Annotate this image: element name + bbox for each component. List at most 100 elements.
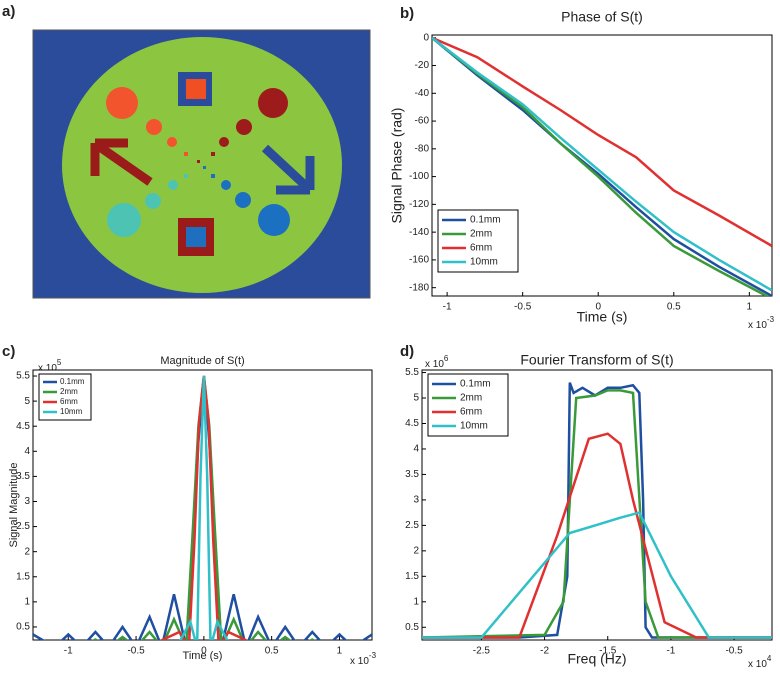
panel-label: b)	[400, 5, 414, 22]
y-tick-label: 4	[24, 446, 30, 457]
y-tick-label: -120	[409, 199, 429, 210]
y-tick-label: 4	[413, 444, 419, 455]
x-tick-label: -2	[540, 646, 549, 657]
data-line	[432, 36, 770, 296]
y-tick-label: -60	[415, 116, 430, 127]
y-axis-label: Signal Magnitude	[8, 462, 20, 547]
x-axis-label: Time (s)	[577, 309, 628, 325]
axis-exponent: x 104	[748, 654, 772, 670]
chart: d) Fourier Transform of S(t) Freq (Hz) x 10…	[400, 343, 773, 670]
exponent-base: x 10	[350, 656, 369, 667]
exponent-power: 5	[57, 358, 62, 367]
y-tick-label: 5.5	[405, 367, 419, 378]
y-tick-label: 5	[413, 393, 419, 404]
x-tick-label: -2.5	[473, 646, 491, 657]
y-tick-label: 2.5	[16, 521, 30, 532]
data-line	[179, 375, 229, 640]
y-tick-label: 1	[413, 596, 419, 607]
x-tick-label: -1	[666, 646, 675, 657]
legend: 0.1mm 2mm 6mm 10mm	[437, 209, 519, 273]
y-tick-label: -40	[415, 88, 430, 99]
x-tick-label: 0.5	[265, 646, 279, 657]
y-tick-label: 3	[413, 495, 419, 506]
legend-label: 0.1mm	[460, 379, 491, 390]
y-tick-label: 5	[24, 396, 30, 407]
legend-label: 6mm	[60, 397, 78, 406]
legend-label: 10mm	[470, 257, 498, 268]
chart-title: Fourier Transform of S(t)	[520, 352, 673, 368]
axis-exponent: x 10-3	[748, 315, 775, 331]
y-tick-label: 2	[24, 546, 30, 557]
y-tick-label: 4.5	[16, 421, 30, 432]
data-line	[422, 389, 772, 639]
y-tick-label: 4.5	[405, 418, 419, 429]
x-tick-label: -0.5	[127, 646, 145, 657]
legend-label: 2mm	[460, 393, 482, 404]
y-tick-label: 1	[24, 596, 30, 607]
y-tick-label: -20	[415, 60, 430, 71]
axis-exponent: x 106	[425, 354, 449, 370]
y-tick-label: -100	[409, 171, 429, 182]
exponent-base: x 10	[425, 359, 444, 370]
x-axis-label: Freq (Hz)	[567, 651, 626, 667]
axis-exponent: x 105	[38, 358, 62, 374]
x-tick-label: -0.5	[514, 302, 532, 313]
x-tick-label: -0.5	[725, 646, 743, 657]
legend-label: 2mm	[470, 229, 492, 240]
exponent-base: x 10	[38, 363, 57, 374]
exponent-power: 4	[767, 654, 772, 663]
y-tick-label: -140	[409, 227, 429, 238]
chart: b) Phase of S(t) Time (s) Signal Phase (rad…	[389, 5, 775, 331]
x-tick-label: 1	[747, 302, 753, 313]
chart: c) Magnitude of S(t) Time (s) Signal Magnit…	[2, 343, 377, 667]
legend-label: 2mm	[60, 387, 78, 396]
plot-lines	[432, 36, 772, 296]
plot-lines	[33, 375, 372, 640]
y-tick-label: 3	[24, 496, 30, 507]
y-tick-label: 0.5	[16, 622, 30, 633]
x-tick-label: 0	[201, 646, 207, 657]
y-tick-label: 2	[413, 545, 419, 556]
y-tick-label: 1.5	[16, 571, 30, 582]
x-tick-label: -1	[443, 302, 452, 313]
y-tick-label: 3.5	[405, 469, 419, 480]
exponent-power: 6	[444, 354, 449, 363]
x-tick-label: 1	[337, 646, 343, 657]
legend-label: 0.1mm	[470, 215, 501, 226]
y-tick-label: 0.5	[405, 622, 419, 633]
axis-exponent: x 10-3	[350, 651, 377, 667]
data-line	[422, 511, 772, 639]
exponent-power: -3	[767, 315, 775, 324]
x-axis-label: Time (s)	[183, 650, 223, 662]
y-tick-label: -80	[415, 143, 430, 154]
y-tick-label: 5.5	[16, 371, 30, 382]
y-axis-label: Signal Phase (rad)	[389, 108, 405, 224]
legend-label: 6mm	[470, 243, 492, 254]
legend: 0.1mm 2mm 6mm 10mm	[427, 373, 509, 437]
panel-label: d)	[400, 343, 414, 360]
y-tick-label: 0	[423, 32, 429, 43]
plot-lines	[422, 382, 772, 639]
exponent-power: -3	[369, 651, 377, 660]
y-tick-label: 2.5	[405, 520, 419, 531]
panel-label: a)	[2, 3, 15, 20]
chart-title: Phase of S(t)	[561, 9, 643, 25]
legend-label: 0.1mm	[60, 377, 85, 386]
legend-label: 10mm	[460, 421, 488, 432]
y-tick-label: -160	[409, 255, 429, 266]
legend-label: 6mm	[460, 407, 482, 418]
exponent-base: x 10	[748, 659, 767, 670]
data-line	[432, 36, 772, 292]
y-tick-label: 3.5	[16, 471, 30, 482]
data-line	[432, 36, 772, 248]
legend-label: 10mm	[60, 407, 83, 416]
data-line	[422, 432, 772, 639]
y-tick-label: -180	[409, 282, 429, 293]
x-tick-label: 0.5	[667, 302, 681, 313]
panel-label: c)	[2, 343, 15, 360]
x-tick-label: -1	[64, 646, 73, 657]
x-tick-label: -1.5	[599, 646, 617, 657]
y-tick-label: 1.5	[405, 571, 419, 582]
